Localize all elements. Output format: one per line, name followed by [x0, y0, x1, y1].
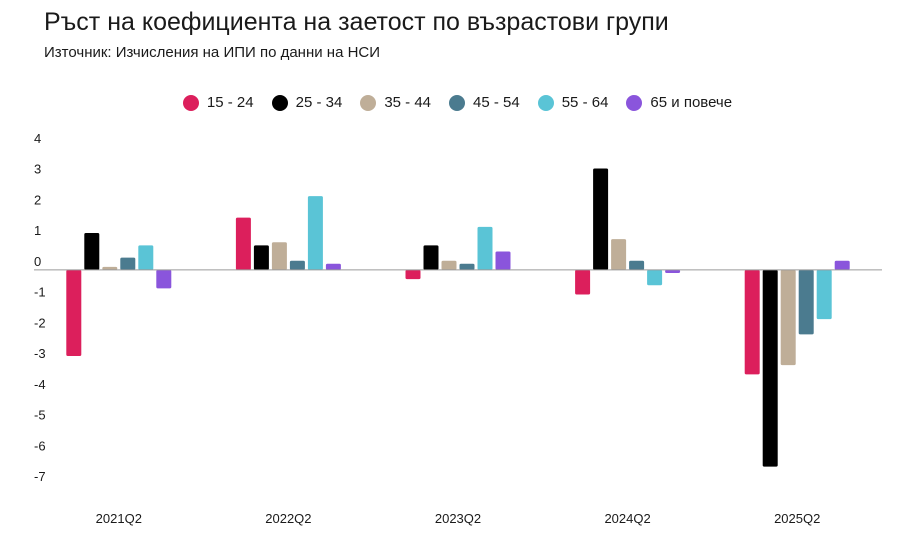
bar — [798, 269, 814, 335]
legend-swatch — [449, 94, 466, 111]
legend-item: 55 - 64 — [537, 94, 609, 111]
x-tick-label: 2022Q2 — [265, 511, 311, 526]
x-tick-label: 2024Q2 — [604, 511, 650, 526]
legend-label: 45 - 54 — [473, 94, 520, 111]
bar — [575, 269, 591, 295]
legend-swatch — [537, 94, 554, 111]
bar — [611, 239, 627, 270]
y-tick-label: 4 — [34, 131, 41, 146]
bar — [593, 168, 609, 270]
bar — [441, 260, 457, 270]
bar — [780, 269, 796, 366]
bar — [665, 269, 681, 273]
bar — [156, 269, 172, 289]
y-tick-label: 3 — [34, 162, 41, 177]
bar — [84, 233, 100, 270]
bar — [834, 260, 850, 270]
bar — [138, 245, 154, 270]
x-tick-label: 2023Q2 — [435, 511, 481, 526]
legend-label: 35 - 44 — [384, 94, 432, 111]
bar — [307, 196, 323, 270]
bar — [120, 257, 136, 270]
legend-label: 15 - 24 — [206, 94, 254, 111]
y-tick-label: -7 — [34, 469, 46, 484]
legend-item: 65 и повече — [626, 94, 732, 111]
bar — [816, 269, 832, 320]
bar — [289, 260, 305, 270]
bar — [459, 263, 475, 270]
chart-subtitle: Източник: Изчисления на ИПИ по данни на … — [44, 44, 381, 61]
bar — [477, 226, 493, 270]
y-tick-label: 0 — [34, 254, 41, 269]
bar — [325, 263, 341, 270]
bar — [253, 245, 269, 270]
bar — [423, 245, 439, 270]
y-tick-label: 2 — [34, 192, 41, 207]
bar — [629, 260, 645, 270]
bar — [271, 242, 287, 270]
y-tick-label: 1 — [34, 223, 41, 238]
bar — [235, 217, 251, 270]
bar — [495, 251, 511, 270]
legend-item: 35 - 44 — [360, 94, 431, 111]
legend-label: 65 и повече — [650, 94, 733, 111]
y-tick-label: -1 — [34, 285, 46, 300]
y-tick-label: -4 — [34, 377, 46, 392]
y-tick-label: -2 — [34, 315, 46, 330]
bar — [744, 269, 760, 375]
legend-swatch — [182, 94, 199, 111]
bar — [762, 269, 778, 467]
y-tick-label: -3 — [34, 346, 46, 361]
bar — [405, 269, 421, 280]
bar — [647, 269, 663, 286]
bar — [66, 269, 82, 356]
bar — [102, 266, 118, 270]
y-tick-label: -6 — [34, 438, 46, 453]
chart-title: Ръст на коефициента на заетост по възрас… — [44, 8, 669, 36]
legend-label: 25 - 34 — [295, 94, 343, 111]
legend-swatch — [626, 94, 643, 111]
legend-item: 25 - 34 — [271, 94, 343, 111]
y-tick-label: -5 — [34, 408, 46, 423]
legend: 15 - 24 25 - 34 35 - 44 45 - 54 55 - 64 65 и … — [0, 94, 915, 111]
x-tick-label: 2021Q2 — [96, 511, 142, 526]
legend-label: 55 - 64 — [561, 94, 609, 111]
legend-swatch — [360, 94, 377, 111]
x-tick-label: 2025Q2 — [774, 511, 820, 526]
legend-swatch — [271, 94, 288, 111]
legend-item: 45 - 54 — [449, 94, 520, 111]
legend-item: 15 - 24 — [182, 94, 254, 111]
